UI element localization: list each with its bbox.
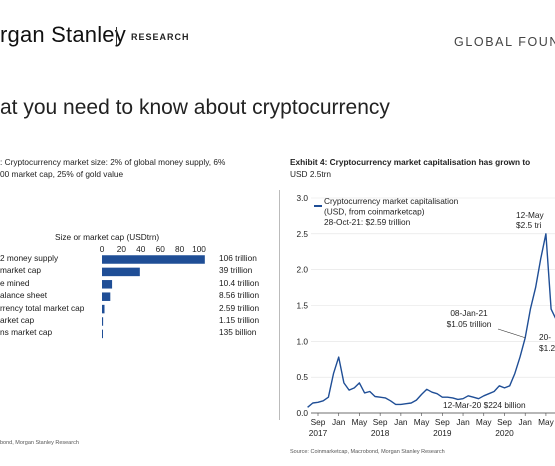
bar-x-tick-label: 60 xyxy=(156,244,166,254)
bar-category-label: e mined xyxy=(0,277,30,288)
bar-value-label: 106 trillion xyxy=(219,253,257,263)
x-tick-label: Sep xyxy=(373,417,388,427)
x-year-label: 2020 xyxy=(495,428,514,438)
bar-category-label: ns market cap xyxy=(0,327,53,338)
x-tick-label: Sep xyxy=(311,417,326,427)
bar-value-label: 135 billion xyxy=(219,327,257,338)
x-tick-label: May xyxy=(352,417,369,427)
bar-category-label: arket cap xyxy=(0,315,35,325)
bar-category-label: market cap xyxy=(0,265,42,276)
page-title: at you need to know about cryptocurrency xyxy=(0,96,390,119)
y-tick-label: 3.0 xyxy=(296,193,308,203)
annotation-label: $2.5 tri xyxy=(516,220,542,230)
x-year-label: 2018 xyxy=(371,428,390,438)
legend-text: Cryptocurrency market capitalisation xyxy=(324,196,459,206)
x-tick-label: May xyxy=(538,417,555,427)
x-tick-label: Sep xyxy=(497,417,512,427)
bar-value-label: 8.56 trillion xyxy=(219,290,260,301)
y-tick-label: 1.5 xyxy=(296,301,308,311)
bar-4 xyxy=(102,304,105,314)
y-tick-label: 2.0 xyxy=(296,265,308,275)
y-tick-label: 1.0 xyxy=(296,336,308,346)
left-exhibit-caption-line1: : Cryptocurrency market size: 2% of glob… xyxy=(0,157,226,167)
exhibit-divider xyxy=(279,190,280,420)
bar-value-label: 10.4 trillion xyxy=(219,277,260,288)
bar-category-label: 2 money supply xyxy=(0,253,59,263)
x-tick-label: Jan xyxy=(456,417,470,427)
bar-x-tick-label: 20 xyxy=(117,244,127,254)
right-exhibit-caption-line1: Exhibit 4: Cryptocurrency market capital… xyxy=(290,157,531,167)
bar-chart-svg: 0 20 40 60 80 100 xyxy=(100,244,206,339)
bar-category-label: alance sheet xyxy=(0,290,48,301)
series-label: GLOBAL FOUN xyxy=(454,35,555,49)
bar-x-tick-label: 40 xyxy=(136,244,146,254)
crypto-market-cap-line-chart: 0.0 0.5 1.0 1.5 2.0 2.5 3.0 Sep Jan May Sep Jan May S… xyxy=(296,193,555,438)
section-label: RESEARCH xyxy=(131,32,190,42)
bar-x-tick-label: 0 xyxy=(100,244,105,254)
bar-chart-title: Size or market cap (USDtrn) xyxy=(55,232,160,242)
annotation-label: 12-Mar-20 $224 billion xyxy=(443,400,526,410)
x-year-label: 2017 xyxy=(309,428,328,438)
x-tick-label: May xyxy=(476,417,493,427)
right-exhibit-source: Source: Coinmarketcap, Macrobond, Morgan… xyxy=(290,449,445,455)
x-tick-label: Sep xyxy=(435,417,450,427)
brand-divider xyxy=(116,27,117,45)
bar-5 xyxy=(102,317,104,326)
left-exhibit-caption-line2: 00 market cap, 25% of gold value xyxy=(0,169,124,179)
bar-category-label: rrency total market cap xyxy=(0,302,85,313)
bar-3 xyxy=(102,292,111,301)
y-tick-label: 0.5 xyxy=(296,372,308,382)
annotation-label: $1.2 xyxy=(539,343,555,353)
bar-2 xyxy=(102,280,113,289)
bar-value-label: 2.59 trillion xyxy=(219,302,260,313)
brand-logo-text: rgan Stanley xyxy=(0,22,126,47)
x-tick-label: May xyxy=(414,417,431,427)
y-tick-label: 0.0 xyxy=(296,408,308,418)
bar-x-tick-label: 80 xyxy=(175,244,185,254)
bar-6 xyxy=(102,329,103,339)
x-tick-label: Jan xyxy=(519,417,533,427)
x-tick-label: Jan xyxy=(394,417,408,427)
annotation-label: $1.05 trillion xyxy=(447,319,492,329)
bar-0 xyxy=(102,255,205,264)
x-year-label: 2019 xyxy=(433,428,452,438)
annotation-label: 20- xyxy=(539,332,551,342)
legend-text: (USD, from coinmarketcap) xyxy=(324,207,425,217)
legend-text: 28-Oct-21: $2.59 trillion xyxy=(324,217,411,227)
bar-value-label: 39 trillion xyxy=(219,265,253,276)
y-tick-label: 2.5 xyxy=(296,229,308,239)
annotation-label: 08-Jan-21 xyxy=(450,308,488,318)
left-exhibit-source: bond, Morgan Stanley Research xyxy=(0,440,79,446)
series-line xyxy=(307,233,555,408)
right-exhibit-caption-line2: USD 2.5trn xyxy=(290,169,332,179)
annotation-label: 12-May xyxy=(516,210,545,220)
bar-1 xyxy=(102,267,140,277)
x-tick-label: Jan xyxy=(332,417,346,427)
bar-value-label: 1.15 trillion xyxy=(219,315,260,325)
bar-x-tick-label: 100 xyxy=(192,244,206,254)
annotation-leader xyxy=(497,328,526,339)
